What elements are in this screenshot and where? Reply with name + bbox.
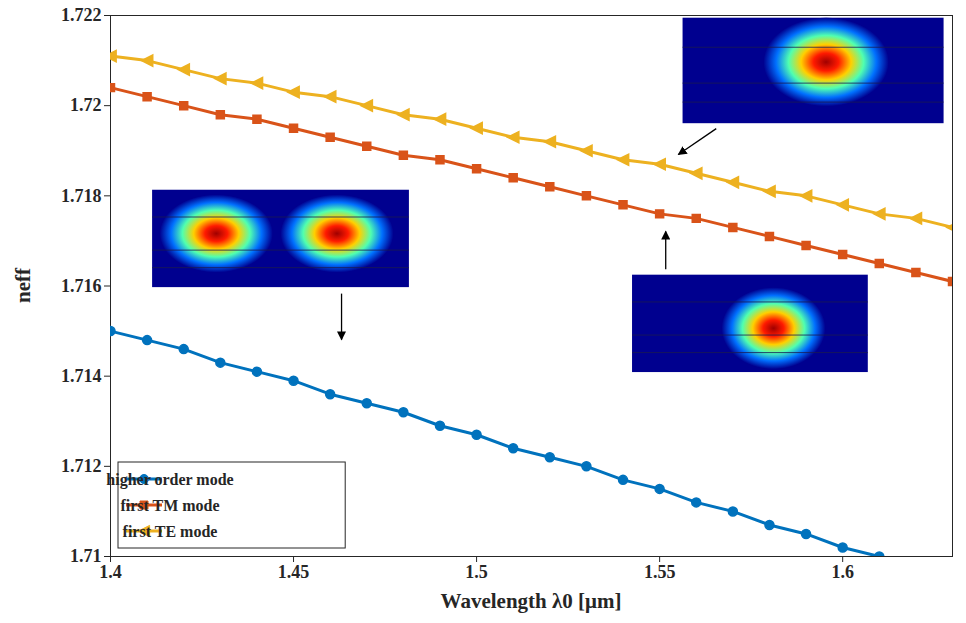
svg-text:1.72: 1.72 xyxy=(70,95,102,115)
svg-text:1.71: 1.71 xyxy=(70,546,102,566)
svg-text:1.718: 1.718 xyxy=(61,186,102,206)
svg-text:1.4: 1.4 xyxy=(99,562,122,582)
svg-text:1.716: 1.716 xyxy=(61,276,102,296)
svg-text:1.712: 1.712 xyxy=(61,456,102,476)
svg-text:1.55: 1.55 xyxy=(644,562,676,582)
svg-text:first TE mode: first TE mode xyxy=(123,523,218,540)
svg-text:1.6: 1.6 xyxy=(831,562,854,582)
svg-text:neff: neff xyxy=(11,267,35,303)
svg-text:higher order mode: higher order mode xyxy=(106,471,233,489)
svg-text:1.5: 1.5 xyxy=(465,562,488,582)
svg-text:first TM mode: first TM mode xyxy=(120,497,219,514)
svg-text:Wavelength λ0 [μm]: Wavelength λ0 [μm] xyxy=(441,589,622,613)
svg-text:1.45: 1.45 xyxy=(278,562,310,582)
svg-text:1.722: 1.722 xyxy=(61,5,102,25)
svg-text:1.714: 1.714 xyxy=(61,366,102,386)
